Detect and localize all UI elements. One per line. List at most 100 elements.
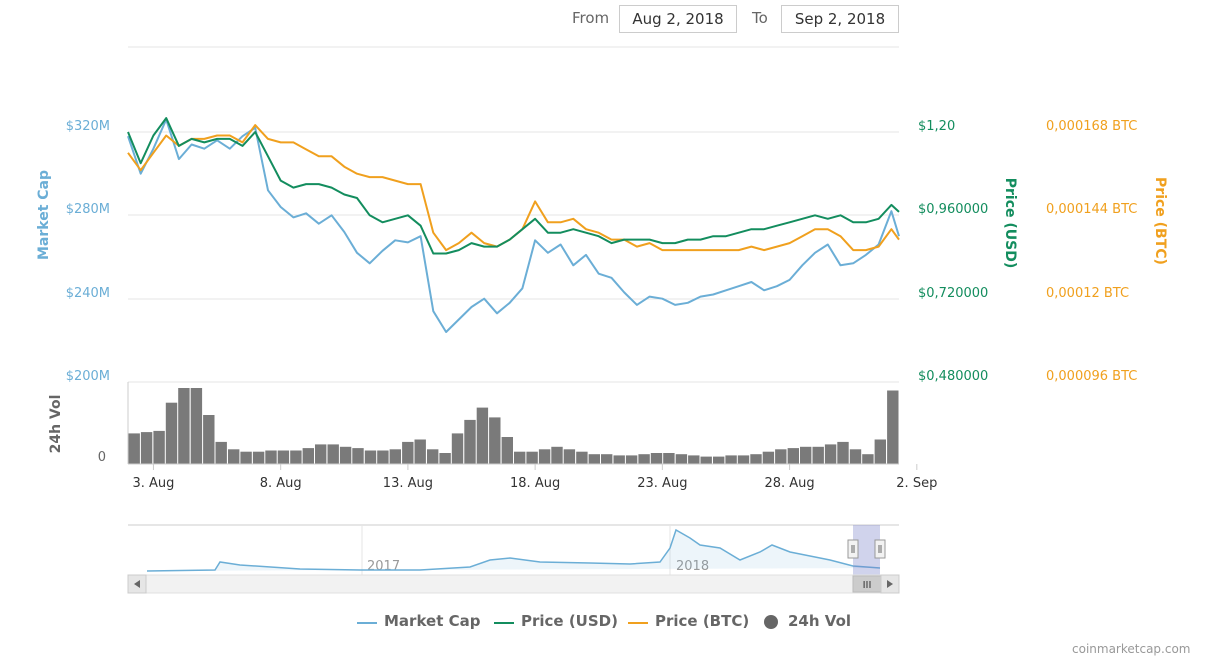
navigator-right-handle[interactable]: [874, 539, 886, 559]
price-btc-tick: 0,000168 BTC: [1046, 119, 1137, 134]
volume-bar: [762, 451, 775, 464]
volume-bar: [837, 441, 849, 464]
credit-link[interactable]: coinmarketcap.com: [1072, 642, 1191, 656]
volume-bar: [451, 433, 464, 464]
volume-bar: [737, 455, 750, 464]
market-cap-tick: $320M: [66, 119, 110, 134]
volume-bar: [190, 388, 203, 464]
price-usd-axis-title: Price (USD): [1002, 178, 1018, 269]
volume-zero-tick: 0: [98, 450, 106, 465]
legend-label: Price (USD): [521, 612, 618, 630]
volume-bar: [613, 455, 625, 464]
x-tick-label: 2. Sep: [896, 476, 937, 491]
volume-bar: [563, 449, 576, 464]
price-btc-axis-title: Price (BTC): [1152, 177, 1168, 265]
legend-label: 24h Vol: [788, 612, 852, 630]
volume-bar: [427, 449, 439, 464]
volume-bar: [849, 449, 862, 464]
volume-bar: [862, 454, 874, 464]
volume-bar: [750, 454, 762, 464]
price-btc-axis: 0,000168 BTC 0,000144 BTC 0,00012 BTC 0,…: [1046, 119, 1137, 384]
volume-bar: [203, 415, 215, 464]
volume-bar: [538, 449, 551, 464]
x-tick-label: 23. Aug: [637, 476, 687, 491]
volume-bar: [327, 444, 339, 464]
market-cap-axis: $320M $280M $240M $200M: [66, 119, 110, 384]
volume-bar: [663, 453, 675, 464]
volume-bar: [576, 451, 588, 464]
chevron-right-icon: [887, 580, 893, 588]
volume-bar: [165, 402, 178, 464]
volume-axis-title: 24h Vol: [48, 395, 64, 454]
volume-bar: [588, 454, 600, 464]
market-cap-tick: $280M: [66, 202, 110, 217]
scrollbar-track[interactable]: [127, 574, 900, 594]
to-date-input[interactable]: Sep 2, 2018: [781, 5, 899, 33]
navigator-year-label: 2018: [676, 559, 709, 574]
volume-bar: [675, 454, 688, 464]
volume-bar: [638, 454, 650, 464]
volume-bar: [352, 448, 364, 464]
market-cap-tick: $240M: [66, 286, 110, 301]
volume-bar: [290, 450, 302, 464]
x-tick-label: 18. Aug: [510, 476, 560, 491]
x-tick-label: 3. Aug: [132, 476, 174, 491]
volume-bar: [178, 388, 190, 464]
volume-bar: [650, 453, 663, 464]
volume-bar: [215, 441, 227, 464]
volume-bar: [725, 455, 737, 464]
legend-symbol-volume: [764, 615, 778, 629]
volume-bar: [625, 455, 638, 464]
price-usd-tick: $0,960000: [918, 202, 988, 217]
navigator-year-label: 2017: [367, 559, 400, 574]
volume-bar: [824, 444, 837, 464]
volume-bar: [713, 456, 725, 464]
price-btc-tick: 0,000096 BTC: [1046, 369, 1137, 384]
market-cap-axis-title: Market Cap: [36, 170, 52, 260]
navigator-left-handle[interactable]: [847, 539, 859, 559]
volume-bar: [489, 417, 501, 464]
volume-bar: [153, 430, 165, 464]
volume-bar: [240, 451, 252, 464]
volume-bar: [601, 454, 613, 464]
volume-bar: [265, 450, 277, 464]
scrollbar[interactable]: III: [127, 574, 900, 594]
scroll-thumb-grip: III: [863, 580, 872, 591]
price-usd-tick: $1,20: [918, 119, 955, 134]
x-tick-label: 28. Aug: [764, 476, 814, 491]
volume-bar: [688, 455, 700, 464]
legend-label: Market Cap: [384, 612, 481, 630]
grid-lines: [128, 131, 899, 383]
volume-bar: [277, 450, 290, 464]
volume-bar: [812, 446, 824, 464]
volume-bar: [700, 456, 712, 464]
x-tick-label: 8. Aug: [260, 476, 302, 491]
price-usd-tick: $0,720000: [918, 286, 988, 301]
navigator-area: [147, 530, 880, 571]
volume-bars: [128, 388, 899, 464]
volume-bar: [140, 432, 153, 464]
volume-bar: [787, 448, 799, 464]
x-tick-label: 13. Aug: [383, 476, 433, 491]
volume-bar: [414, 439, 426, 464]
volume-bar: [339, 446, 352, 464]
to-label: To: [752, 9, 768, 27]
volume-bar: [501, 437, 513, 464]
volume-bar: [514, 451, 526, 464]
price-btc-tick: 0,000144 BTC: [1046, 202, 1137, 217]
volume-bar: [252, 451, 265, 464]
volume-bar: [874, 439, 886, 464]
from-date-input[interactable]: Aug 2, 2018: [619, 5, 737, 33]
volume-bar: [800, 446, 812, 464]
price-usd-tick: $0,480000: [918, 369, 988, 384]
series-line-price-usd: [127, 117, 900, 255]
volume-bar: [228, 449, 240, 464]
volume-bar: [551, 446, 563, 464]
price-usd-axis: $1,20 $0,960000 $0,720000 $0,480000: [918, 119, 988, 384]
volume-bar: [476, 407, 489, 464]
legend-label: Price (BTC): [655, 612, 750, 630]
volume-bar: [439, 453, 451, 464]
chevron-left-icon: [134, 580, 140, 588]
navigator[interactable]: 2017 2018: [128, 524, 899, 575]
